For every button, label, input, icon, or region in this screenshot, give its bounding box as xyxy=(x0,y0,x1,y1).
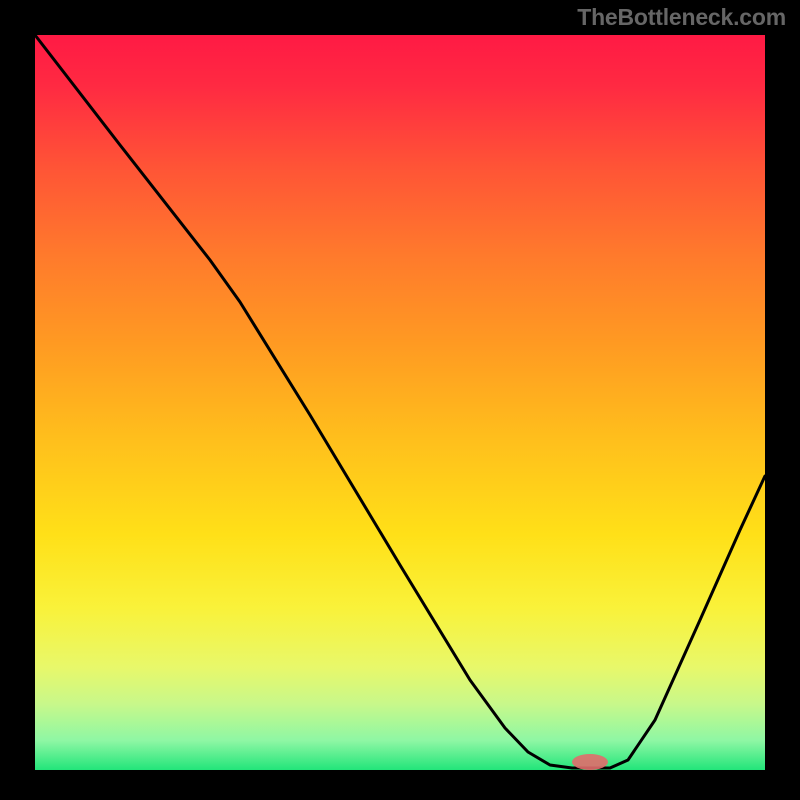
plot-background xyxy=(35,35,765,770)
watermark-label: TheBottleneck.com xyxy=(577,4,786,31)
chart-container: TheBottleneck.com xyxy=(0,0,800,800)
optimal-marker xyxy=(572,754,608,770)
plot-svg xyxy=(0,0,800,800)
